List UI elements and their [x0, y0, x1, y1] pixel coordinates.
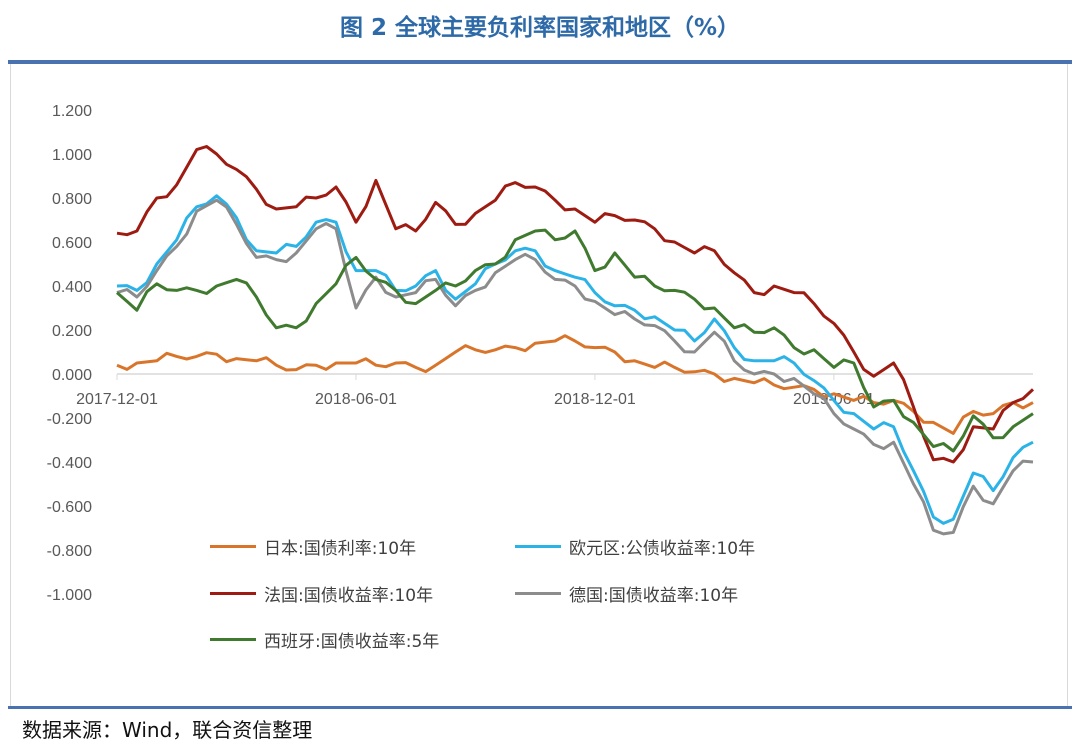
- legend-swatch: [210, 638, 256, 641]
- y-tick-label: 0.000: [52, 367, 92, 384]
- legend-label: 法国:国债收益率:10年: [264, 586, 434, 606]
- series-line-spain: [116, 228, 1034, 453]
- series-line-germany: [116, 198, 1034, 536]
- x-tick-label: 2018-12-01: [554, 391, 636, 408]
- legend-label: 欧元区:公债收益率:10年: [569, 539, 756, 559]
- y-tick-label: 0.200: [52, 323, 92, 340]
- legend-item-japan: 日本:国债利率:10年: [210, 534, 416, 559]
- y-tick-label: 1.000: [52, 147, 92, 164]
- legend-label: 西班牙:国债收益率:5年: [264, 632, 440, 652]
- chart-title: 图 2 全球主要负利率国家和地区（%）: [339, 15, 741, 41]
- y-tick-label: -1.000: [47, 587, 92, 604]
- legend-item-germany: 德国:国债收益率:10年: [515, 581, 738, 606]
- panel-border-right: [1067, 64, 1068, 706]
- legend-swatch: [515, 592, 561, 595]
- legend-label: 德国:国债收益率:10年: [569, 586, 739, 606]
- y-tick-label: -0.200: [47, 411, 92, 428]
- legend-swatch: [210, 592, 256, 595]
- legend-label: 日本:国债利率:10年: [264, 539, 417, 559]
- bottom-divider: [8, 706, 1072, 709]
- legend-item-france: 法国:国债收益率:10年: [210, 581, 433, 606]
- legend-item-eurozone: 欧元区:公债收益率:10年: [515, 534, 755, 559]
- y-tick-label: -0.600: [47, 499, 92, 516]
- legend-swatch: [515, 545, 561, 548]
- y-tick-label: 1.200: [52, 103, 92, 120]
- series-line-france: [116, 145, 1035, 464]
- y-tick-label: 0.400: [52, 279, 92, 296]
- y-tick-label: -0.800: [47, 543, 92, 560]
- x-tick-label: 2017-12-01: [76, 391, 158, 408]
- legend-item-spain: 西班牙:国债收益率:5年: [210, 627, 439, 652]
- series-line-eurozone: [116, 194, 1034, 525]
- y-tick-label: 0.800: [52, 191, 92, 208]
- top-divider: [8, 60, 1072, 64]
- y-tick-label: -0.400: [47, 455, 92, 472]
- series-line-japan: [116, 334, 1034, 435]
- source-note: 数据来源：Wind，联合资信整理: [22, 718, 313, 742]
- x-tick-label: 2018-06-01: [315, 391, 397, 408]
- panel-border-left: [10, 64, 11, 706]
- legend-swatch: [210, 545, 256, 548]
- y-tick-label: 0.600: [52, 235, 92, 252]
